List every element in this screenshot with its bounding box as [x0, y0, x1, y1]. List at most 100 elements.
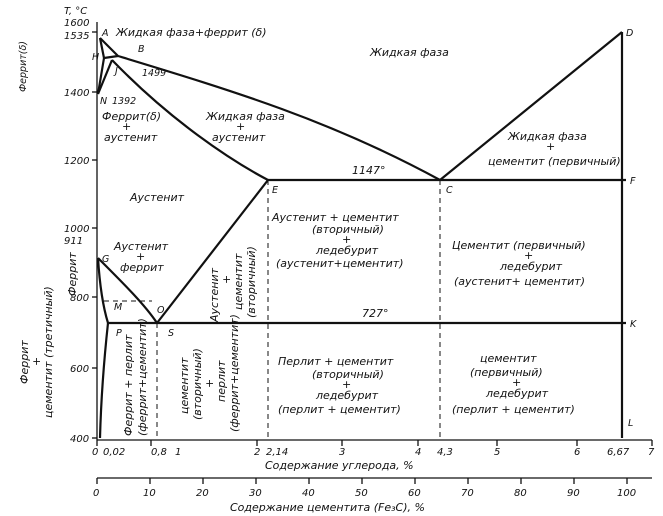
region-austenite-ferrite-3: феррит: [120, 261, 164, 274]
x2-tick-90: 90: [567, 488, 580, 499]
line-gs: [97, 257, 158, 324]
region-aust-ledeb-3: +: [342, 233, 351, 246]
point-l: L: [628, 418, 633, 429]
region-cem-prim-low-3: +: [512, 376, 521, 389]
region-cem-prim-low-1: цементит: [480, 352, 537, 365]
x-axis2-label: Содержание цементита (Fe₃C), %: [230, 501, 425, 514]
x2-tick-50: 50: [355, 488, 368, 499]
x-tick-1: 1: [175, 447, 181, 458]
region-cem-prim-low-5: (перлит + цементит): [452, 403, 575, 416]
x2-tick-100: 100: [617, 488, 636, 499]
point-m: M: [114, 302, 122, 313]
region-cem-ledeb-1: Цементит (первичный): [452, 239, 586, 252]
region-cem-ledeb-4: (аустенит+ цементит): [454, 275, 585, 288]
point-n: N: [100, 96, 107, 107]
x-tick-6: 6: [574, 447, 580, 458]
region-pearl-cem-2: (вторичный): [312, 368, 384, 381]
region-liquid-austenite-3: аустенит: [212, 131, 266, 144]
region-austenite: Аустенит: [129, 191, 185, 204]
x-tick-0-8: 0,8: [151, 447, 167, 458]
region-pearl-cem-1: Перлит + цементит: [278, 355, 394, 368]
region-liquid: Жидкая фаза: [369, 46, 449, 59]
x2-tick-80: 80: [514, 488, 527, 499]
y-axis-ticks: [92, 31, 97, 439]
line-es: [156, 179, 269, 324]
y-tick-800: 800: [70, 293, 89, 304]
point-p: P: [116, 328, 122, 339]
region-ferrite-cem-ter-3: цементит (третичный): [42, 286, 55, 418]
region-ferrite-austenite-1: Феррит(δ): [102, 110, 161, 123]
region-ferrite-austenite-2: +: [122, 120, 131, 133]
y-tick-1600: 1600: [64, 18, 89, 29]
line-liquidus-ab: [99, 37, 119, 57]
temp-1392: 1392: [112, 96, 136, 107]
y-tick-1200: 1200: [64, 156, 89, 167]
line-liquidus-bc: [117, 54, 441, 181]
point-e: E: [272, 185, 278, 196]
point-d: D: [626, 28, 633, 39]
x-tick-4-3: 4,3: [437, 447, 453, 458]
y-tick-1000: 1000: [64, 224, 89, 235]
temp-1147: 1147°: [352, 164, 386, 177]
region-liquid-austenite-1: Жидкая фаза: [205, 110, 285, 123]
line-gp: [96, 257, 110, 324]
region-austenite-ferrite-2: +: [136, 250, 145, 263]
region-ferrite-delta: Феррит(δ): [18, 41, 29, 92]
line-je: [111, 59, 269, 181]
point-o: O: [157, 305, 165, 316]
line-pq: [98, 322, 110, 439]
point-s: S: [168, 328, 174, 339]
region-aust-cem-sec-4: (вторичный): [245, 246, 258, 318]
x-tick-2-14: 2,14: [266, 447, 288, 458]
x2-tick-20: 20: [196, 488, 209, 499]
region-ferrite-pearlite-1: Феррит + перлит: [122, 334, 135, 436]
region-cem-pearlite-4: перлит: [215, 360, 228, 402]
y-tick-400: 400: [70, 434, 89, 445]
line-hjb: [103, 54, 119, 60]
region-liquid-cementite-1: Жидкая фаза: [507, 130, 587, 143]
point-c: C: [446, 185, 453, 196]
x-tick-2: 2: [254, 447, 260, 458]
region-cem-pearlite-2: (вторичный): [191, 348, 204, 420]
point-k: K: [630, 319, 637, 330]
region-cem-pearlite-1: цементит: [178, 357, 191, 414]
region-austenite-ferrite-1: Аустенит: [113, 240, 169, 253]
region-cem-ledeb-3: ледебурит: [499, 260, 563, 273]
x-tick-5: 5: [494, 447, 500, 458]
region-aust-cem-sec-1: Аустенит: [208, 267, 221, 323]
temp-1499: 1499: [142, 68, 166, 79]
point-f: F: [630, 176, 636, 187]
line-liquidus-cd: [439, 31, 623, 181]
x-axis-ticks: [96, 440, 653, 446]
region-liquid-ferrite: Жидкая фаза+феррит (δ): [115, 26, 267, 39]
region-aust-cem-sec-2: +: [220, 275, 233, 284]
y-tick-1400: 1400: [64, 88, 89, 99]
x2-tick-10: 10: [143, 488, 156, 499]
x2-tick-30: 30: [249, 488, 262, 499]
point-g: G: [102, 254, 109, 265]
region-liquid-austenite-2: +: [236, 120, 245, 133]
region-cem-pearlite-5: (феррит+цементит): [228, 314, 241, 432]
x-tick-0-02: 0,02: [103, 447, 125, 458]
region-aust-ledeb-2: (вторичный): [312, 223, 384, 236]
x-tick-3: 3: [339, 447, 345, 458]
line-ah: [98, 37, 106, 59]
region-cem-ledeb-2: +: [524, 249, 533, 262]
y-axis-label: T, °C: [64, 6, 87, 17]
temp-1535: 1535: [64, 31, 89, 42]
region-ferrite-cem-ter-2: +: [30, 357, 43, 366]
region-cem-prim-low-2: (первичный): [470, 366, 543, 379]
line-nj: [96, 59, 114, 95]
x2-tick-40: 40: [302, 488, 315, 499]
x2-tick-70: 70: [461, 488, 474, 499]
x-tick-0: 0: [92, 447, 98, 458]
line-nh: [96, 57, 106, 95]
y-tick-600: 600: [70, 364, 89, 375]
region-aust-ledeb-4: ледебурит: [315, 244, 379, 257]
x2-tick-60: 60: [408, 488, 421, 499]
region-cem-pearlite-3: +: [203, 379, 216, 388]
x-tick-6-67: 6,67: [607, 447, 630, 458]
x-axis-label: Содержание углерода, %: [265, 459, 414, 472]
x2-tick-0: 0: [93, 488, 99, 499]
